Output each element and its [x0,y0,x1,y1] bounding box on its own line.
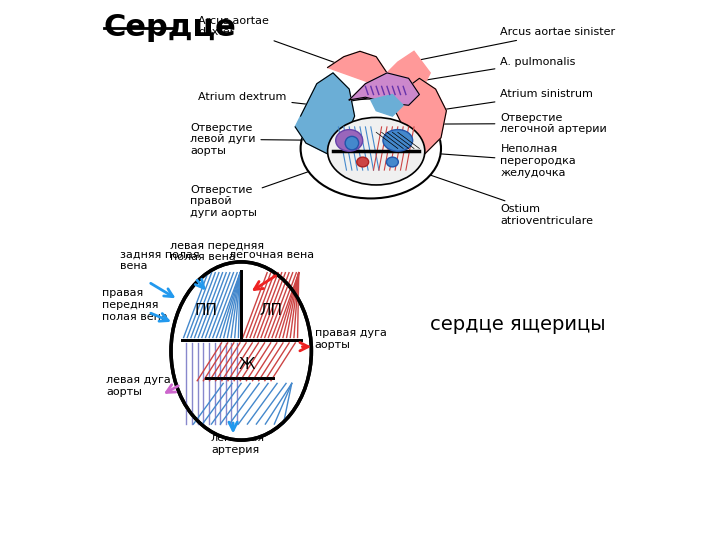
Ellipse shape [387,157,398,167]
Polygon shape [382,51,431,100]
Ellipse shape [301,98,441,198]
Polygon shape [392,78,446,154]
Text: Arcus aortae
dexter: Arcus aortae dexter [198,16,338,64]
Ellipse shape [328,117,425,185]
Ellipse shape [383,130,413,151]
Text: Ostium
atrioventriculare: Ostium atrioventriculare [395,163,593,226]
Text: Отверстие
легочной артерии: Отверстие легочной артерии [411,113,607,134]
Text: Ж: Ж [238,357,255,372]
Text: задняя полая
вена: задняя полая вена [120,249,199,271]
Text: Неполная
перегородка
желудочка: Неполная перегородка желудочка [406,144,576,178]
Polygon shape [328,51,403,94]
Ellipse shape [345,137,359,150]
Polygon shape [295,73,355,154]
Polygon shape [349,73,419,105]
Text: ПП: ПП [194,303,217,318]
Text: A. pulmonalis: A. pulmonalis [406,57,576,83]
Text: правая
передняя
полая вена: правая передняя полая вена [102,288,168,322]
Text: сердце ящерицы: сердце ящерицы [431,314,606,334]
Text: левая передняя
полая вена: левая передняя полая вена [170,241,264,262]
Text: Отверстие
левой дуги
аорты: Отверстие левой дуги аорты [190,123,328,156]
Text: правая дуга
аорты: правая дуга аорты [315,328,387,350]
Text: легочная вена: легочная вена [229,250,315,260]
Polygon shape [371,94,403,116]
Text: ЛП: ЛП [259,303,282,318]
Ellipse shape [311,106,431,191]
Ellipse shape [320,112,421,185]
Ellipse shape [357,157,369,167]
Text: Отверстие
правой
дуги аорты: Отверстие правой дуги аорты [190,160,341,218]
Ellipse shape [171,262,312,440]
Ellipse shape [336,130,363,151]
Text: легочная
артерия: легочная артерия [211,433,265,455]
Text: Atrium dextrum: Atrium dextrum [198,92,314,105]
Text: Сердце: Сердце [104,14,236,43]
Text: Atrium sinistrum: Atrium sinistrum [438,89,593,110]
Text: левая дуга
аорты: левая дуга аорты [107,375,171,397]
Text: Arcus aortae sinister: Arcus aortae sinister [411,27,616,62]
